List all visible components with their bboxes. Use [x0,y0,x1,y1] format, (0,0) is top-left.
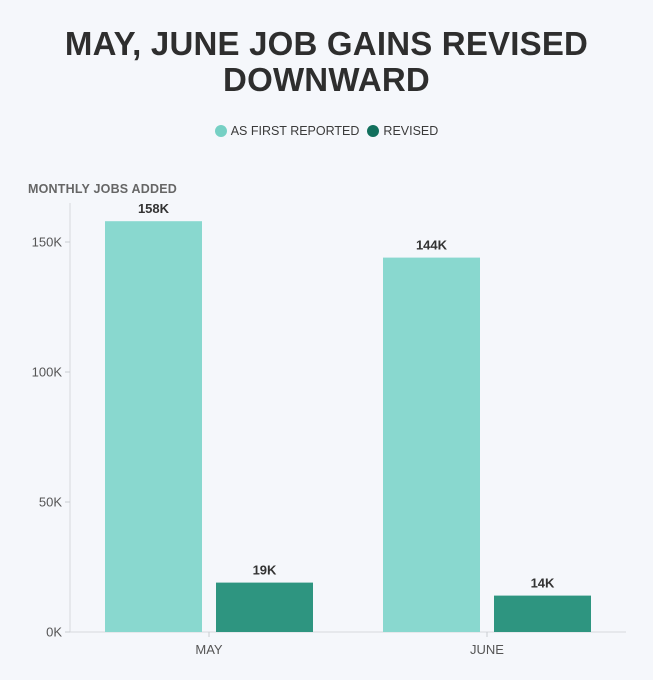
x-tick-label: MAY [195,642,223,657]
y-tick-label: 50K [39,495,62,510]
bar-june-revised [494,595,591,632]
y-axis-label: MONTHLY JOBS ADDED [28,182,177,196]
chart-title: MAY, JUNE JOB GAINS REVISED DOWNWARD [0,26,653,98]
legend-item-revised: REVISED [367,124,438,138]
bar-value-label: 19K [253,563,277,578]
chart-title-line-2: DOWNWARD [223,61,430,98]
legend-item-first-reported: AS FIRST REPORTED [214,124,360,138]
bar-value-label: 144K [416,238,448,253]
y-tick-label: 150K [32,235,63,250]
bar-value-label: 158K [138,201,170,216]
x-tick-label: JUNE [470,642,504,657]
bar-may-first-reported [105,221,202,632]
legend-label-first-reported: AS FIRST REPORTED [230,124,360,138]
legend: AS FIRST REPORTED REVISED [0,124,653,138]
legend-label-revised: REVISED [383,124,439,138]
chart-title-line-1: MAY, JUNE JOB GAINS REVISED [64,25,589,62]
legend-swatch-first-reported [214,125,227,137]
y-tick-label: 0K [46,625,62,640]
y-tick-label: 100K [32,365,63,380]
legend-swatch-revised [367,125,380,137]
bar-value-label: 14K [531,576,555,591]
bar-june-first-reported [383,257,480,632]
bar-may-revised [216,582,313,632]
